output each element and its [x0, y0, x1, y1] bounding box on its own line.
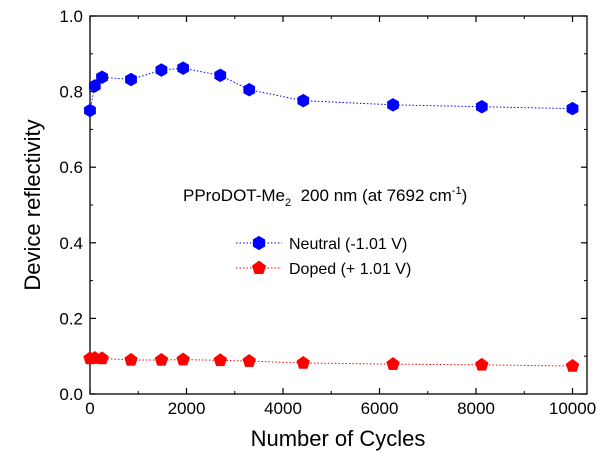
data-point-doped	[565, 358, 580, 372]
data-point-neutral	[243, 82, 256, 97]
data-point-doped	[296, 355, 311, 369]
y-tick-label: 0.6	[59, 158, 83, 177]
series-line-neutral	[89, 67, 573, 111]
x-axis-title: Number of Cycles	[251, 426, 426, 451]
x-tick-label: 0	[85, 399, 94, 418]
data-point-doped	[176, 352, 190, 366]
legend: Neutral (-1.01 V) Doped (+ 1.01 V)	[236, 235, 411, 278]
legend-marker-doped	[251, 260, 267, 274]
data-point-neutral	[475, 99, 488, 114]
data-point-doped	[475, 357, 489, 371]
data-point-neutral	[96, 70, 108, 85]
y-tick-label: 1.0	[59, 7, 83, 26]
axis-ticks: 0 2000 4000 6000 8000 10000 0.0 0.2 0.4 0.6 0.8 1.0	[59, 7, 596, 418]
data-point-doped	[95, 351, 109, 365]
legend-entry-neutral: Neutral (-1.01 V)	[236, 235, 407, 253]
annotation-end: )	[462, 186, 468, 205]
data-point-doped	[386, 357, 400, 370]
x-tick-label: 8000	[457, 399, 495, 418]
annotation-superscript: -1	[452, 185, 462, 197]
legend-entry-doped: Doped (+ 1.01 V)	[236, 260, 411, 278]
series-layer	[83, 61, 580, 372]
data-point-neutral	[125, 72, 137, 87]
data-point-neutral	[297, 93, 310, 108]
sample-annotation: PProDOT-Me2 200 nm (at 7692 cm-1)	[183, 185, 467, 209]
data-point-doped	[154, 352, 169, 366]
x-tick-label: 2000	[168, 399, 206, 418]
x-tick-label: 6000	[361, 399, 399, 418]
annotation-subscript: 2	[285, 197, 291, 209]
data-point-doped	[213, 353, 228, 367]
data-point-neutral	[84, 103, 96, 118]
annotation-mid: 200 nm (at 7692 cm	[291, 186, 452, 205]
legend-label-doped: Doped (+ 1.01 V)	[289, 261, 411, 278]
data-point-neutral	[566, 101, 579, 116]
annotation-main: PProDOT-Me	[183, 186, 285, 205]
data-point-neutral	[387, 98, 399, 112]
data-point-doped	[242, 354, 256, 367]
y-tick-label: 0.2	[59, 309, 83, 328]
y-axis-title: Device reflectivity	[20, 119, 45, 290]
y-tick-label: 0.4	[59, 234, 83, 253]
legend-label-neutral: Neutral (-1.01 V)	[289, 236, 407, 253]
x-tick-label: 4000	[264, 399, 302, 418]
data-point-neutral	[177, 61, 190, 75]
y-tick-label: 0.0	[59, 385, 83, 404]
data-point-neutral	[214, 68, 227, 83]
y-tick-label: 0.8	[59, 83, 83, 102]
data-point-neutral	[155, 63, 168, 77]
data-point-doped	[124, 352, 138, 366]
legend-marker-neutral	[252, 235, 266, 251]
x-tick-label: 10000	[549, 399, 596, 418]
